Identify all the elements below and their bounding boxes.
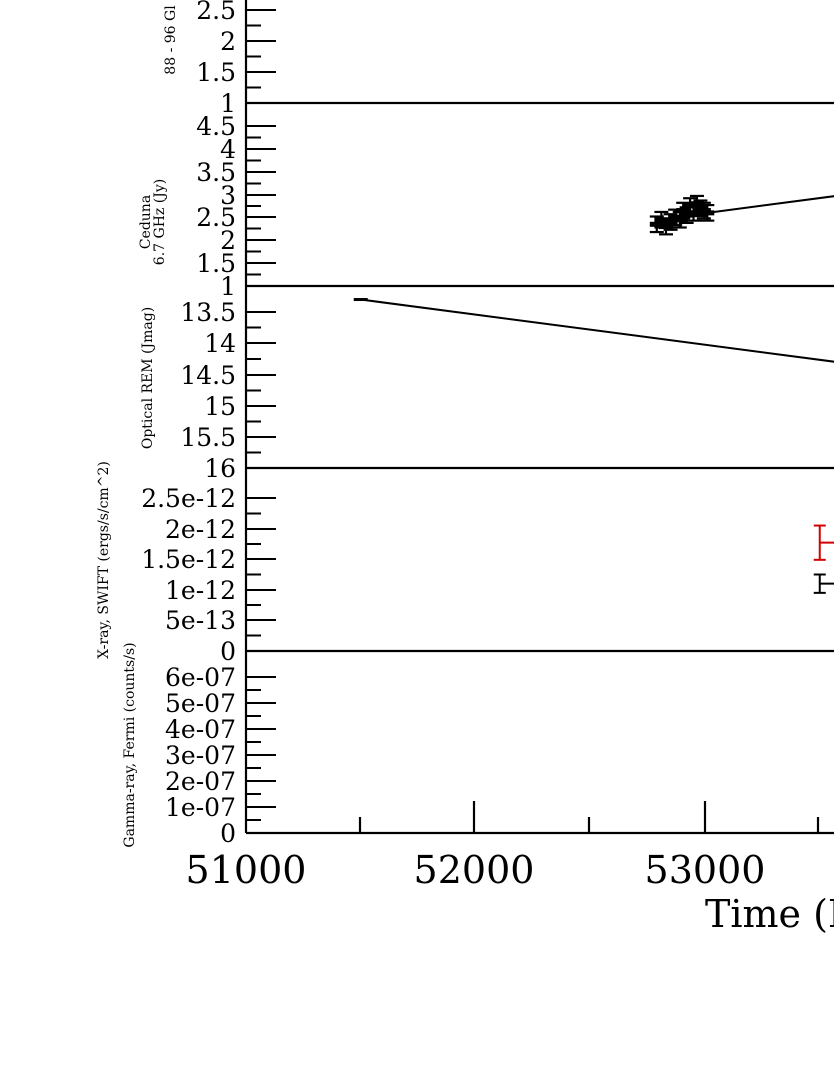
y-tick-label-optical: 15 bbox=[204, 392, 236, 421]
y-tick-label-gamma: 6e-07 bbox=[165, 663, 236, 692]
data-point-xray bbox=[813, 573, 834, 594]
y-tick-label-p88: 2 bbox=[220, 27, 236, 56]
y-tick-label-gamma: 5e-07 bbox=[165, 689, 236, 718]
x-axis: Time (I 51000 52000 53000 bbox=[186, 801, 834, 936]
y-tick-label-p88: 1 bbox=[220, 89, 236, 118]
panel-frames bbox=[244, 0, 834, 835]
trend-line-optical bbox=[360, 298, 834, 363]
y-tick-label-gamma: 2e-07 bbox=[165, 767, 236, 796]
data-points bbox=[353, 194, 834, 594]
x-tick-label: 51000 bbox=[186, 848, 307, 892]
x-axis-label: Time (I bbox=[705, 892, 834, 936]
y-tick-label-gamma: 1e-07 bbox=[165, 793, 236, 822]
y-axis-label-ceduna: Ceduna6.7 GHz (Jy) bbox=[138, 179, 168, 265]
connector-lines bbox=[360, 195, 834, 363]
y-tick-label-gamma: 3e-07 bbox=[165, 741, 236, 770]
y-tick-label-optical: 16 bbox=[204, 454, 236, 483]
y-tick-label-p88: 2.5 bbox=[196, 0, 236, 25]
y-tick-label-optical: 13.5 bbox=[180, 298, 236, 327]
y-tick-label-xray: 2.5e-12 bbox=[141, 484, 236, 513]
y-tick-label-ceduna: 4.5 bbox=[196, 112, 236, 141]
tick-labels: 2.521.514.543.532.521.5113.51414.51515.5… bbox=[141, 0, 236, 848]
x-tick-label: 52000 bbox=[414, 848, 535, 892]
y-tick-label-xray: 5e-13 bbox=[165, 606, 236, 635]
y-tick-label-ceduna: 4 bbox=[220, 135, 236, 164]
data-point-xray bbox=[813, 524, 834, 561]
y-axis-label-optical: Optical REM (Jmag) bbox=[140, 307, 156, 449]
y-tick-label-xray: 0 bbox=[220, 637, 236, 666]
y-tick-label-ceduna: 3 bbox=[220, 181, 236, 210]
y-tick-label-xray: 1.5e-12 bbox=[141, 545, 236, 574]
y-tick-label-ceduna: 3.5 bbox=[196, 158, 236, 187]
y-axis-label-gamma: Gamma-ray, Fermi (counts/s) bbox=[122, 642, 138, 847]
y-tick-label-xray: 2e-12 bbox=[165, 515, 236, 544]
y-axis-label-p88: 88 - 96 Gl bbox=[163, 5, 179, 75]
data-point-ceduna bbox=[700, 203, 715, 222]
y-tick-label-ceduna: 1.5 bbox=[196, 249, 236, 278]
trend-line-ceduna bbox=[707, 195, 834, 214]
y-tick-label-gamma: 4e-07 bbox=[165, 715, 236, 744]
y-tick-label-optical: 15.5 bbox=[180, 423, 236, 452]
y-tick-label-gamma: 0 bbox=[220, 819, 236, 848]
y-tick-label-p88: 1.5 bbox=[196, 58, 236, 87]
x-tick-label: 53000 bbox=[645, 848, 766, 892]
y-tick-label-optical: 14 bbox=[204, 329, 236, 358]
tick-marks bbox=[246, 9, 276, 834]
y-tick-label-ceduna: 1 bbox=[220, 272, 236, 301]
y-axis-label-xray: X-ray, SWIFT (ergs/s/cm^2) bbox=[96, 461, 112, 659]
y-tick-label-ceduna: 2.5 bbox=[196, 203, 236, 232]
y-tick-label-xray: 1e-12 bbox=[165, 576, 236, 605]
y-axis-labels: 88 - 96 Gl Ceduna6.7 GHz (Jy) Optical REM … bbox=[96, 5, 179, 848]
y-tick-label-ceduna: 2 bbox=[220, 226, 236, 255]
y-tick-label-optical: 14.5 bbox=[180, 361, 236, 390]
